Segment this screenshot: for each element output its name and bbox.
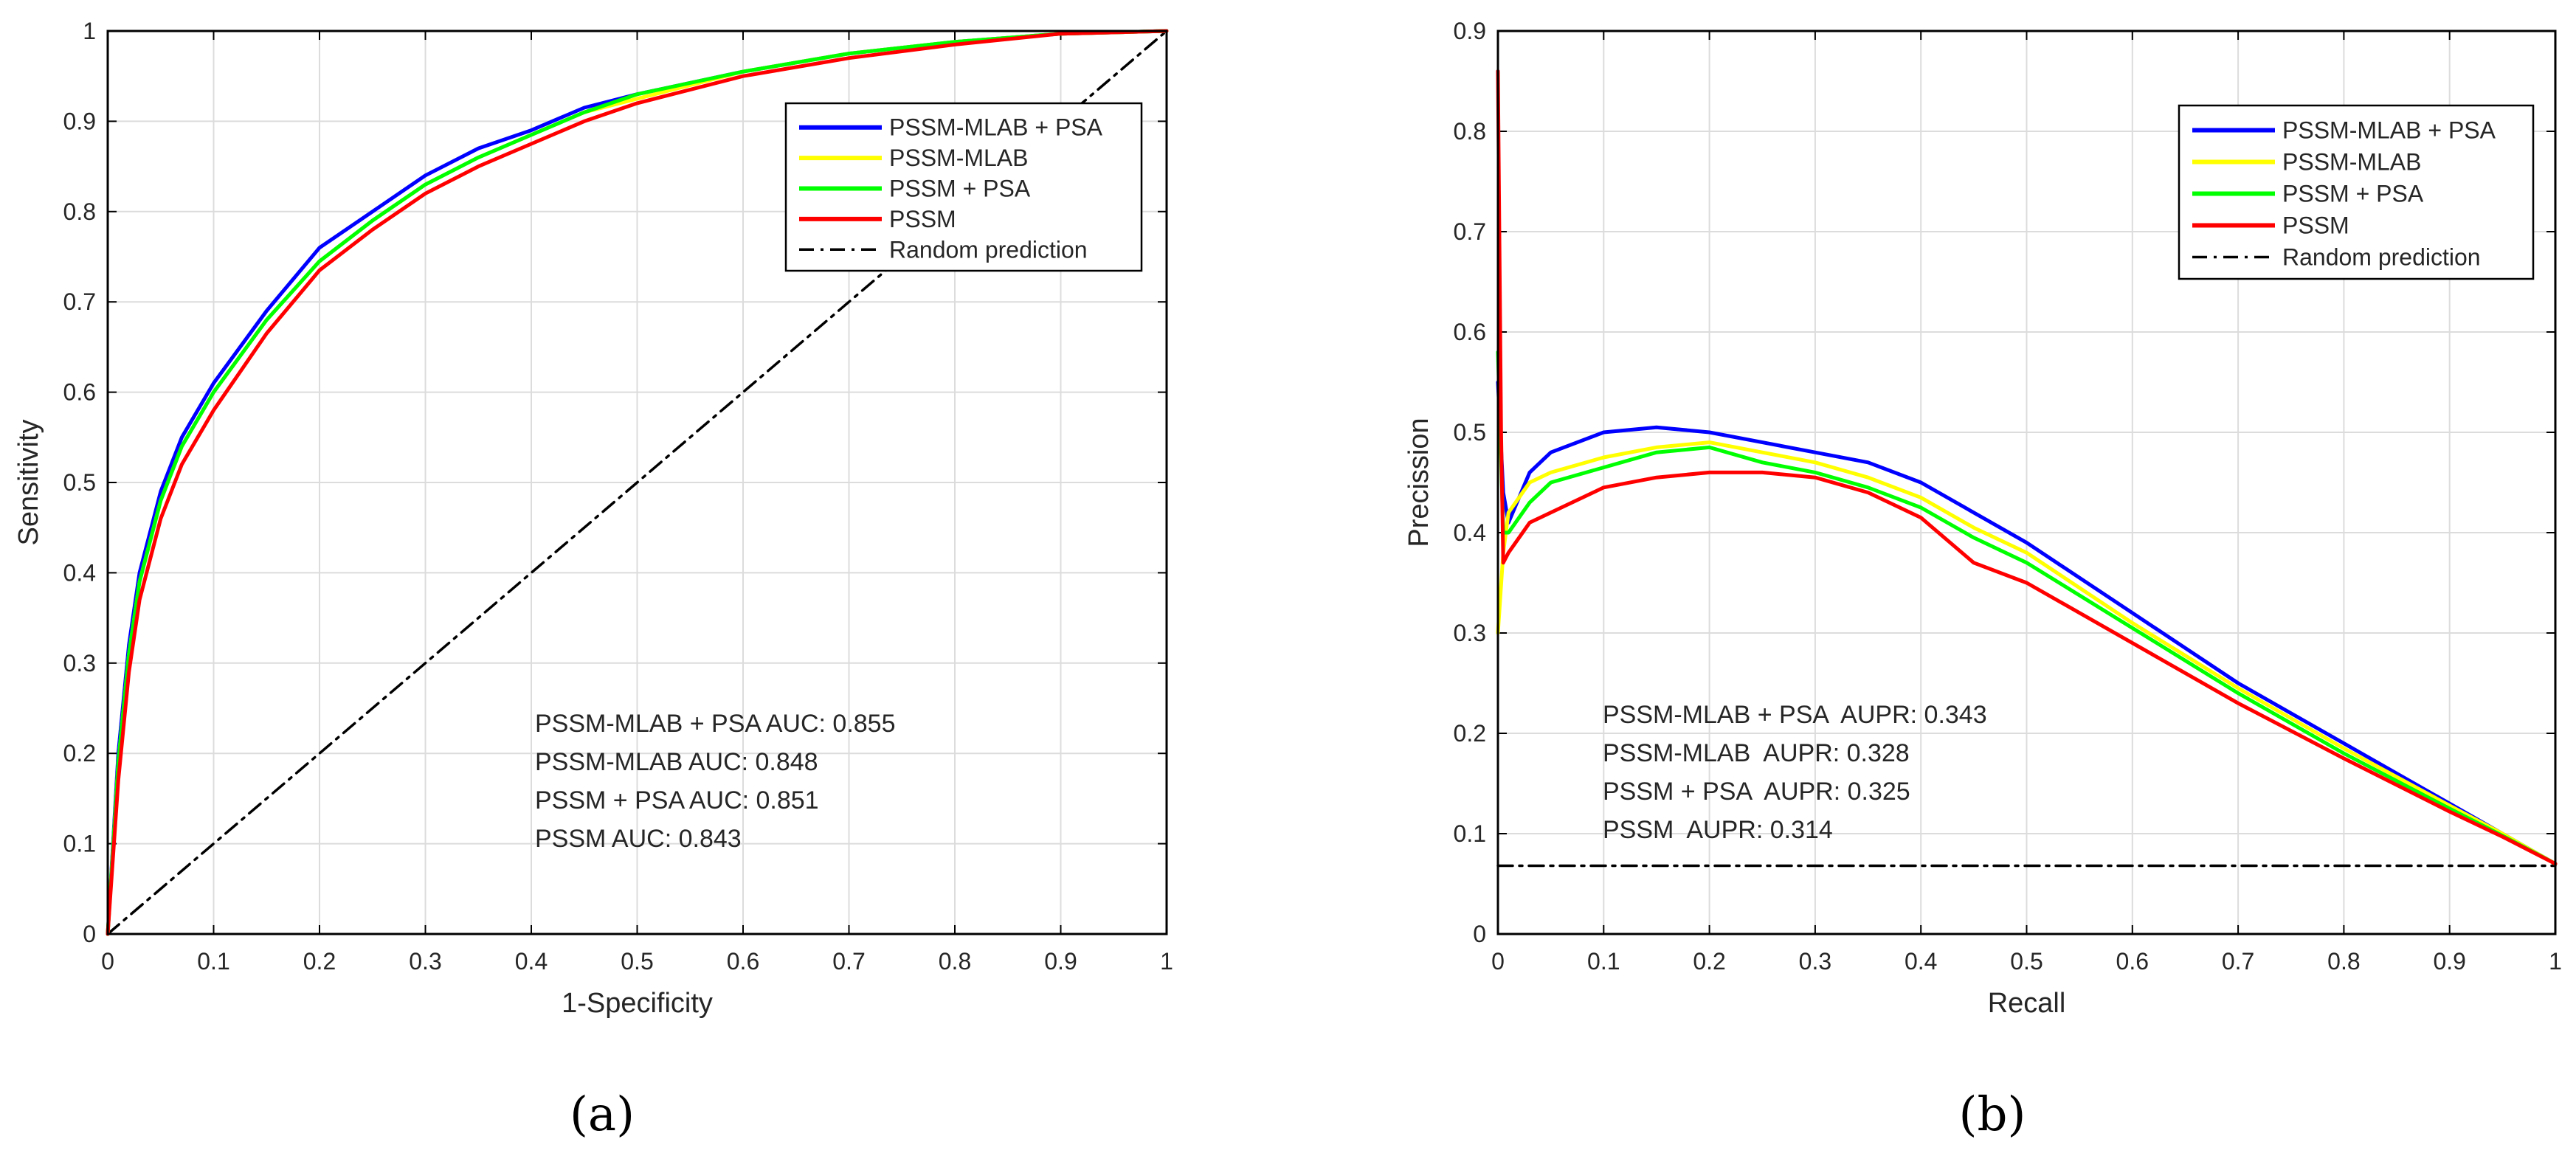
x-tick-label: 0.5 xyxy=(2010,948,2043,975)
y-tick-label: 0.2 xyxy=(63,740,96,767)
y-tick-label: 0.9 xyxy=(63,108,96,134)
panel-a-legend: PSSM-MLAB + PSA PSSM-MLAB PSSM + PSA PSS… xyxy=(784,102,1143,272)
panel-b-annotation-1: PSSM-MLAB + PSA AUPR: 0.343 xyxy=(1603,701,1987,729)
x-tick-label: 0.3 xyxy=(409,948,441,975)
x-tick-label: 0.8 xyxy=(939,948,971,975)
x-tick-label: 0.1 xyxy=(1587,948,1620,975)
x-tick-label: 1 xyxy=(2549,948,2562,975)
x-tick-label: 0.6 xyxy=(2116,948,2149,975)
panel-a-annotation-3: PSSM + PSA AUC: 0.851 xyxy=(535,786,819,814)
panel-b-annotation-3: PSSM + PSA AUPR: 0.325 xyxy=(1603,778,1910,806)
y-tick-label: 0 xyxy=(83,921,96,947)
panel-a-legend-label-4: PSSM xyxy=(889,206,956,232)
y-tick-label: 0.1 xyxy=(63,831,96,857)
y-tick-label: 0.5 xyxy=(63,469,96,496)
x-tick-label: 0.6 xyxy=(727,948,759,975)
panel-a-caption-label: (a) xyxy=(570,1087,635,1142)
x-tick-label: 0.5 xyxy=(621,948,653,975)
panel-b-y-axis-label: Precission xyxy=(1403,418,1434,547)
panel-a-y-axis-label: Sensitivity xyxy=(13,419,44,545)
panel-b-legend-label-1: PSSM-MLAB + PSA xyxy=(2282,117,2496,144)
panel-a-x-axis-label: 1-Specificity xyxy=(562,988,713,1019)
series-line-pssm xyxy=(106,29,1169,936)
y-tick-label: 1 xyxy=(83,18,96,44)
y-tick-label: 0.9 xyxy=(1454,18,1486,44)
x-tick-label: 0.7 xyxy=(832,948,865,975)
x-tick-label: 0.3 xyxy=(1799,948,1831,975)
y-tick-label: 0.6 xyxy=(63,379,96,406)
y-tick-label: 0.7 xyxy=(63,288,96,315)
panel-b-axes-frame xyxy=(1496,30,2557,935)
panel-b: 0 0.1 0.2 0.3 0.4 0.5 0.6 0.7 0.8 0.9 1 0 0.1 0.2 0.3… xyxy=(1403,18,2562,1142)
x-tick-label: 1 xyxy=(1160,948,1173,975)
panel-b-legend-label-3: PSSM + PSA xyxy=(2282,181,2424,207)
panel-a-legend-label-5: Random prediction xyxy=(889,236,1088,263)
y-tick-label: 0.7 xyxy=(1454,218,1486,245)
panel-b-legend-label-2: PSSM-MLAB xyxy=(2282,149,2421,176)
y-tick-label: 0.3 xyxy=(1454,620,1486,646)
y-tick-label: 0.1 xyxy=(1454,820,1486,847)
panel-b-xticks: 0 0.1 0.2 0.3 0.4 0.5 0.6 0.7 0.8 0.9 1 xyxy=(1491,31,2562,975)
panel-b-x-axis-label: Recall xyxy=(1988,988,2066,1019)
panel-b-legend-label-5: Random prediction xyxy=(2282,244,2481,271)
panel-b-yticks: 0 0.1 0.2 0.3 0.4 0.5 0.6 0.7 0.8 0.9 xyxy=(1454,18,2555,947)
series-line-pssm-psa xyxy=(106,29,1169,936)
series-line-pssm-mlab xyxy=(1496,440,2558,866)
y-tick-label: 0.4 xyxy=(63,559,96,586)
x-tick-label: 0.2 xyxy=(303,948,336,975)
y-tick-label: 0.2 xyxy=(1454,720,1486,747)
x-tick-label: 0 xyxy=(1491,948,1505,975)
y-tick-label: 0.3 xyxy=(63,650,96,677)
panel-a-annotation-4: PSSM AUC: 0.843 xyxy=(535,825,742,853)
panel-a-legend-label-3: PSSM + PSA xyxy=(889,176,1031,202)
x-tick-label: 0.9 xyxy=(1044,948,1077,975)
x-tick-label: 0.9 xyxy=(2433,948,2465,975)
panel-a-axes-frame xyxy=(106,30,1168,935)
y-tick-label: 0.4 xyxy=(1454,519,1486,546)
panel-b-annotations: PSSM-MLAB + PSA AUPR: 0.343 PSSM-MLAB AU… xyxy=(1603,701,1987,844)
panel-a-annotations: PSSM-MLAB + PSA AUC: 0.855 PSSM-MLAB AUC… xyxy=(535,710,896,853)
panel-a-legend-label-1: PSSM-MLAB + PSA xyxy=(889,114,1103,141)
series-line-pssm-mlab-psa xyxy=(1496,380,2558,866)
y-tick-label: 0.5 xyxy=(1454,419,1486,446)
series-line-pssm xyxy=(1496,69,2558,866)
x-tick-label: 0.2 xyxy=(1693,948,1725,975)
x-tick-label: 0.1 xyxy=(197,948,229,975)
panel-b-annotation-4: PSSM AUPR: 0.314 xyxy=(1603,816,1833,844)
series-line-pssm-psa xyxy=(1496,350,2558,866)
panel-a-annotation-2: PSSM-MLAB AUC: 0.848 xyxy=(535,748,818,776)
panel-a: 0 0.1 0.2 0.3 0.4 0.5 0.6 0.7 0.8 0.9 1 0 0.1 0.2 0.3… xyxy=(13,18,1173,1142)
y-tick-label: 0.8 xyxy=(1454,118,1486,145)
panel-b-series xyxy=(1496,69,2558,868)
x-tick-label: 0.4 xyxy=(515,948,548,975)
x-tick-label: 0.8 xyxy=(2327,948,2360,975)
panel-a-legend-label-2: PSSM-MLAB xyxy=(889,145,1028,171)
panel-b-annotation-2: PSSM-MLAB AUPR: 0.328 xyxy=(1603,739,1910,767)
panel-b-legend-label-4: PSSM xyxy=(2282,212,2349,239)
y-tick-label: 0.8 xyxy=(63,198,96,225)
x-tick-label: 0.7 xyxy=(2222,948,2254,975)
panel-b-legend: PSSM-MLAB + PSA PSSM-MLAB PSSM + PSA PSS… xyxy=(2178,104,2535,280)
y-tick-label: 0.6 xyxy=(1454,319,1486,345)
y-tick-label: 0 xyxy=(1473,921,1486,947)
x-tick-label: 0.4 xyxy=(1905,948,1937,975)
x-tick-label: 0 xyxy=(101,948,114,975)
panel-a-annotation-1: PSSM-MLAB + PSA AUC: 0.855 xyxy=(535,710,896,738)
panel-b-caption-label: (b) xyxy=(1959,1087,2026,1142)
